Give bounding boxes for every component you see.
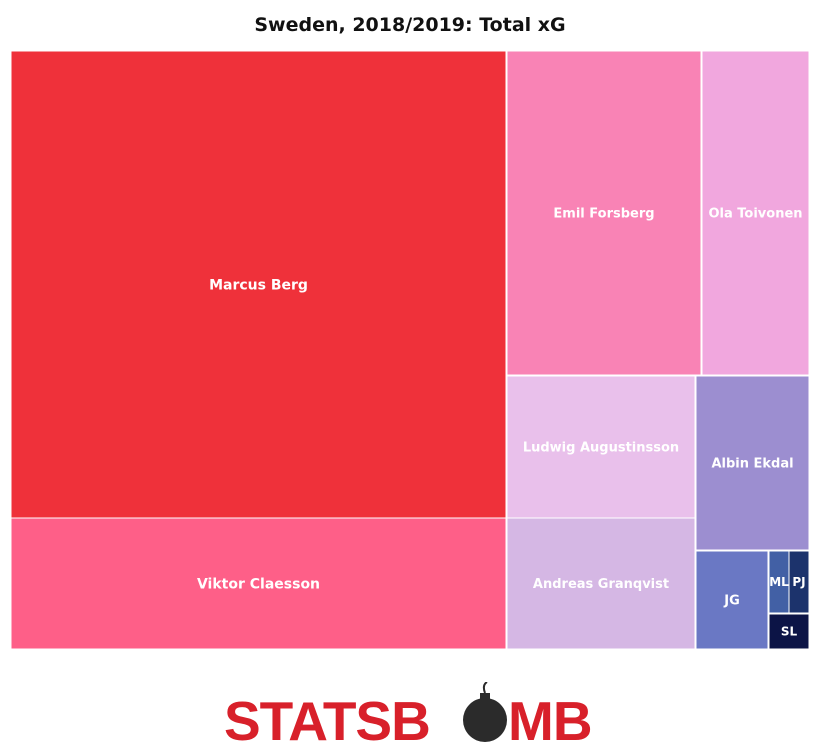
treemap-label-viktor-claesson: Viktor Claesson xyxy=(197,576,320,592)
bomb-icon xyxy=(463,698,507,742)
treemap-label-sl: SL xyxy=(781,625,798,639)
treemap-label-andreas-granqvist: Andreas Granqvist xyxy=(533,577,669,592)
treemap-label-pj: PJ xyxy=(792,575,805,589)
treemap-cell-emil-forsberg xyxy=(506,50,702,376)
logo-wordmark: STATSB xyxy=(224,690,430,744)
bomb-fuse xyxy=(482,682,488,694)
treemap-cell-pj xyxy=(788,550,810,614)
chart-title: Sweden, 2018/2019: Total xG xyxy=(254,14,566,36)
treemap-label-jg: JG xyxy=(723,594,740,609)
treemap-label-ludwig-augustinsson: Ludwig Augustinsson xyxy=(523,441,679,456)
treemap-cell-andreas-granqvist xyxy=(506,517,696,650)
treemap-label-albin-ekdal: Albin Ekdal xyxy=(711,457,793,472)
treemap-cell-marcus-berg xyxy=(10,50,507,519)
treemap-cell-ludwig-augustinsson xyxy=(506,375,696,519)
treemap-label-marcus-berg: Marcus Berg xyxy=(209,277,308,293)
statsbomb-logo: STATSB MB xyxy=(224,682,593,744)
logo-wordmark-end: MB xyxy=(508,690,592,744)
treemap-chart: Marcus Berg Viktor Claesson Emil Forsberg O… xyxy=(10,50,810,650)
treemap-cell-albin-ekdal xyxy=(695,375,810,551)
treemap-cell-jg xyxy=(695,550,769,650)
treemap-label-emil-forsberg: Emil Forsberg xyxy=(553,207,654,222)
bomb-cap xyxy=(480,693,490,699)
treemap-label-ml: ML xyxy=(769,575,789,589)
treemap-label-ola-toivonen: Ola Toivonen xyxy=(708,207,802,222)
treemap-cell-viktor-claesson xyxy=(10,517,507,650)
treemap-cell-ola-toivonen xyxy=(701,50,810,376)
treemap-cell-sl xyxy=(768,613,810,650)
